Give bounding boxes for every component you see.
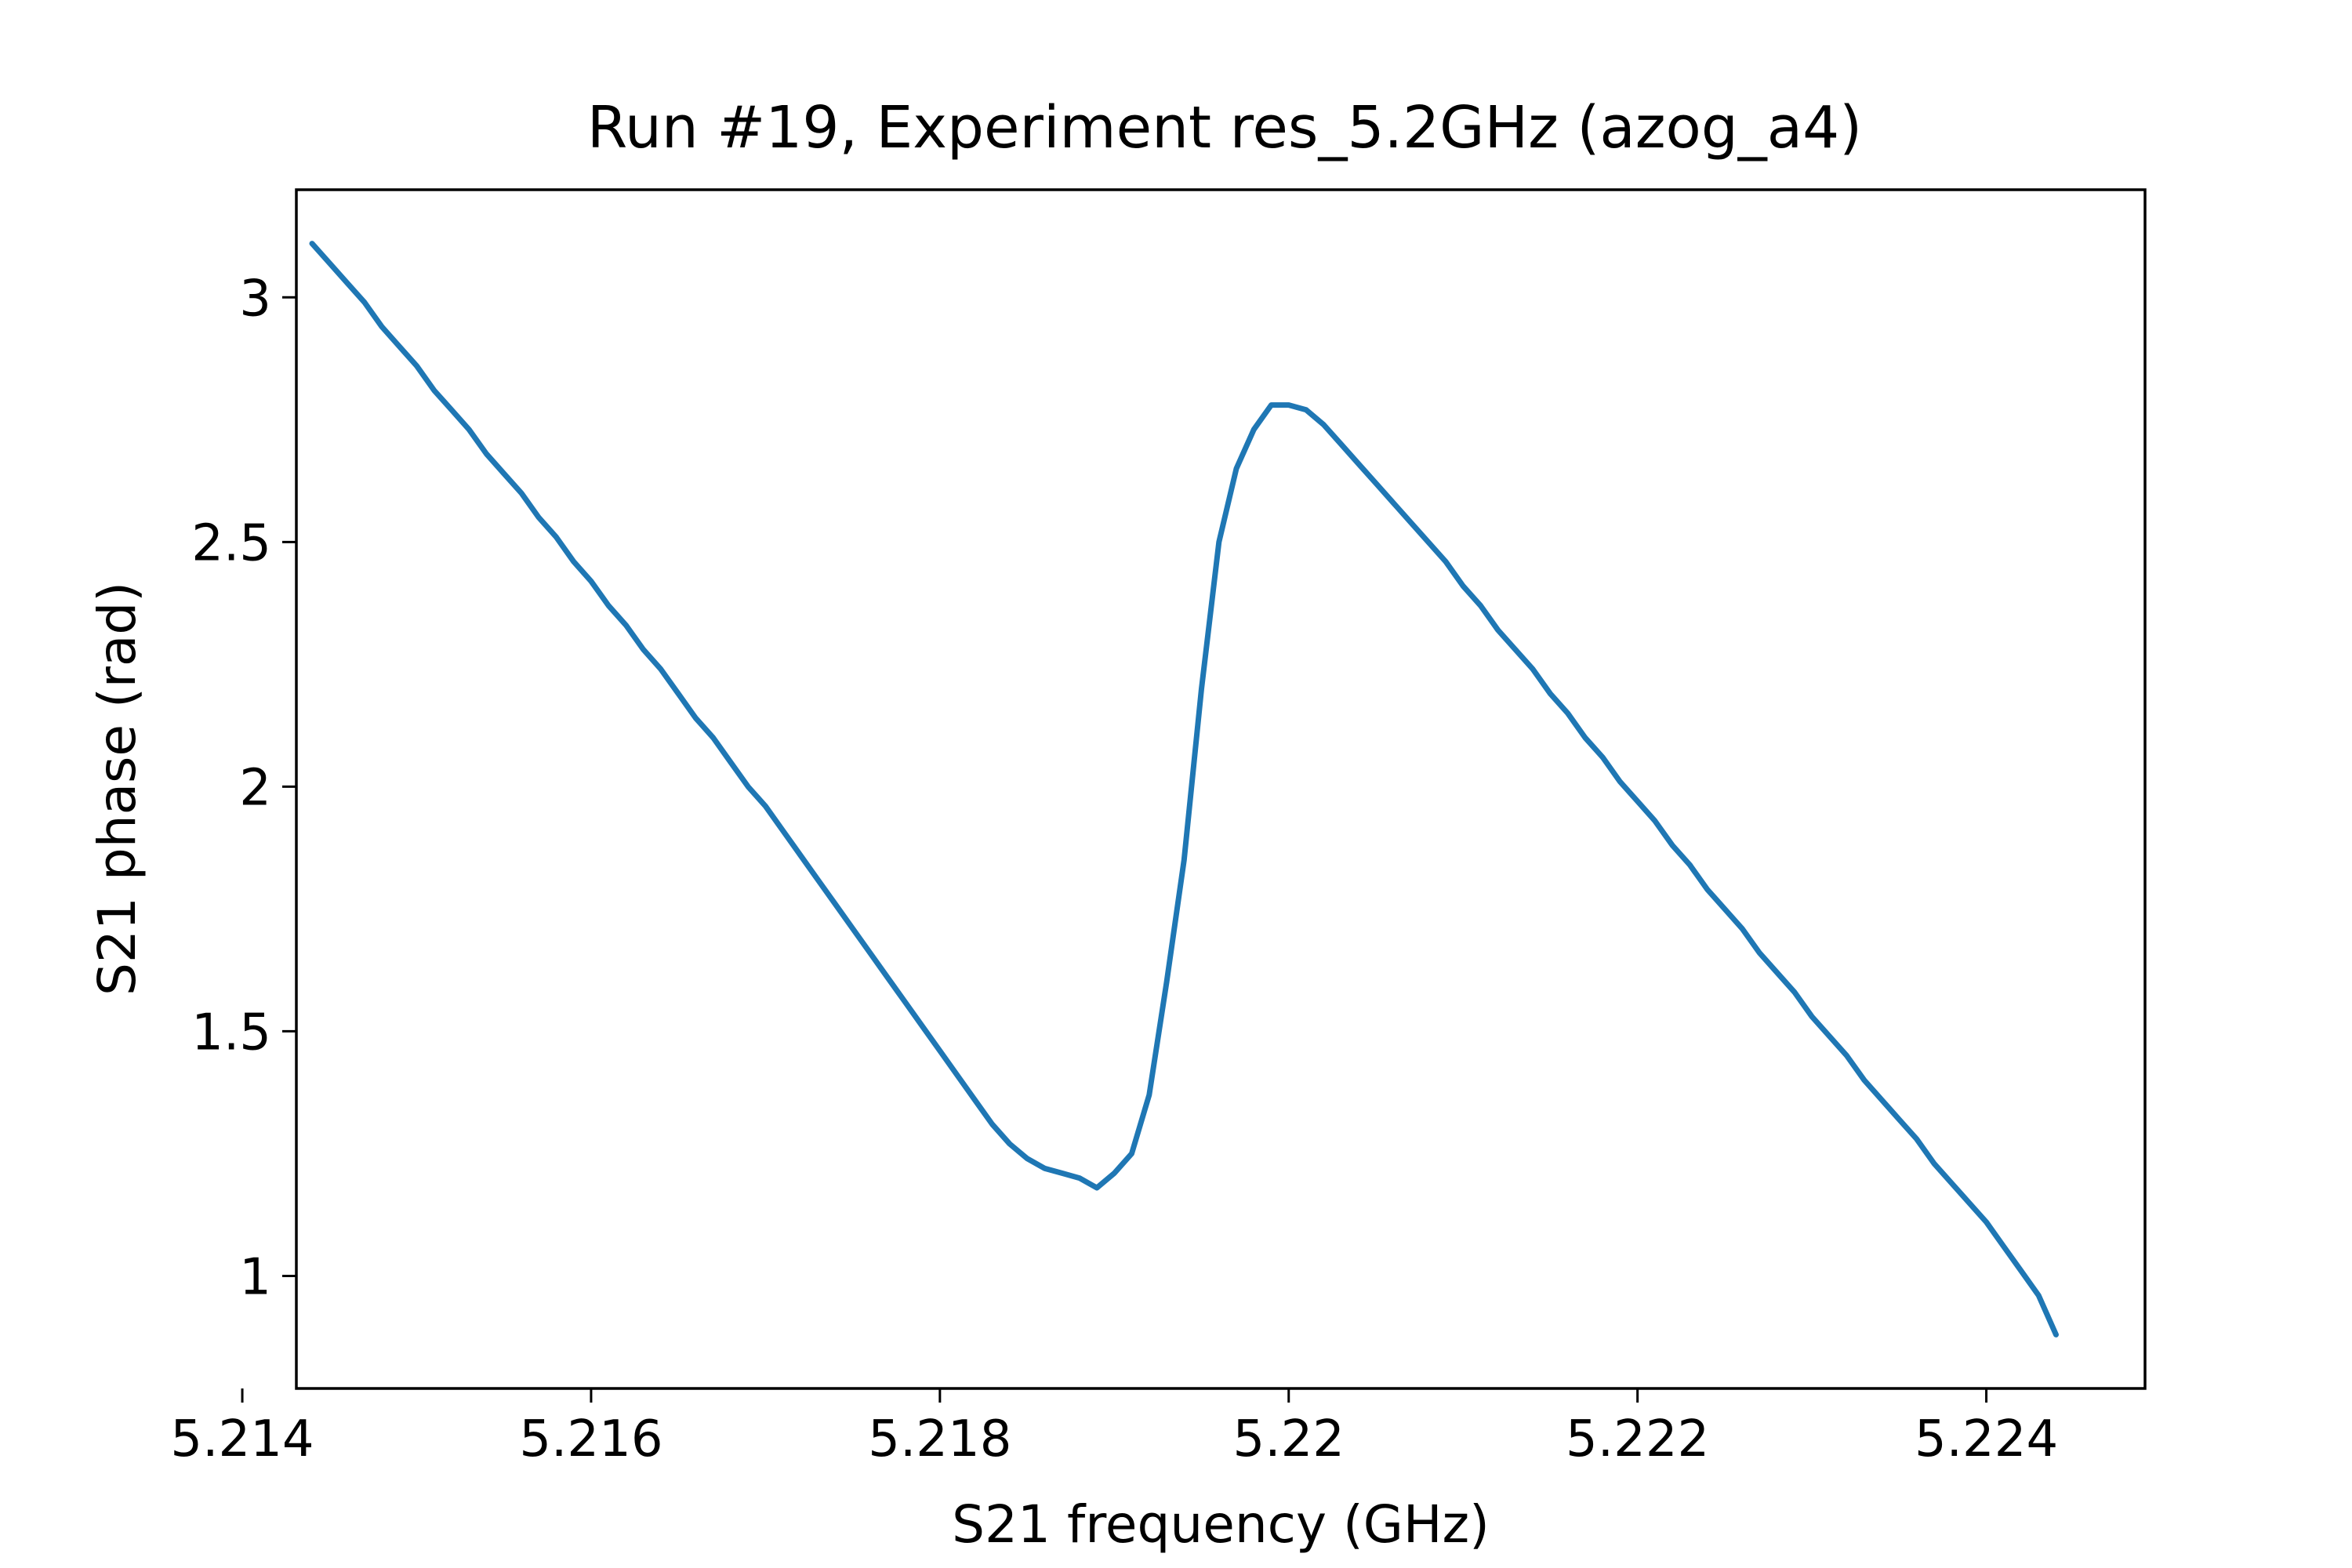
- axes-frame: [295, 188, 2147, 1390]
- y-axis: 1 1.5 2 2.5 3: [191, 270, 296, 1306]
- y-axis-label: S21 phase (rad): [87, 582, 147, 996]
- y-tick-label: 1.5: [191, 1004, 271, 1062]
- y-tick-label: 2.5: [191, 514, 271, 572]
- plot-area: [295, 188, 2147, 1390]
- x-tick-label: 5.218: [868, 1410, 1011, 1468]
- series-line-s21-phase: [309, 241, 2059, 1338]
- y-tick-label: 1: [239, 1248, 271, 1306]
- x-tick-label: 5.222: [1566, 1410, 1709, 1468]
- y-tick-label: 3: [239, 270, 271, 328]
- x-tick-label: 5.216: [519, 1410, 662, 1468]
- x-axis: 5.214 5.216 5.218 5.22 5.222 5.224: [170, 1388, 2058, 1468]
- x-tick-label: 5.214: [170, 1410, 314, 1468]
- x-tick-label: 5.224: [1915, 1410, 2058, 1468]
- x-axis-label: S21 frequency (GHz): [952, 1494, 1490, 1555]
- chart-title: Run #19, Experiment res_5.2GHz (azog_a4): [587, 94, 1862, 162]
- x-tick-label: 5.22: [1233, 1410, 1345, 1468]
- y-tick-label: 2: [239, 759, 271, 817]
